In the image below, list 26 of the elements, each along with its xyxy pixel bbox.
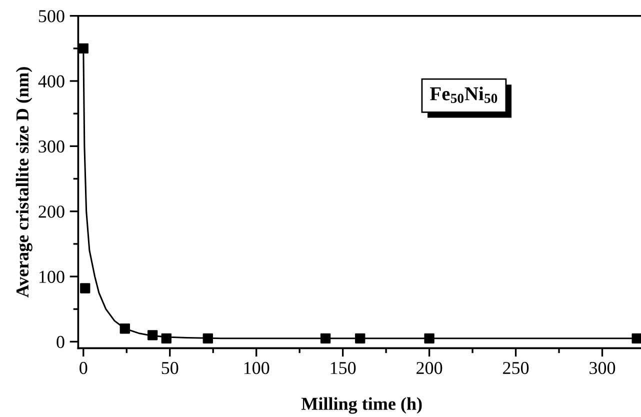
point xyxy=(80,283,90,294)
y-tick-label: 200 xyxy=(38,206,64,218)
point xyxy=(161,333,172,344)
x-axis-title: Milling time (h) xyxy=(301,397,422,414)
y-tick-label: 0 xyxy=(56,336,64,348)
y-tick-label: 500 xyxy=(38,10,64,22)
point xyxy=(202,333,214,344)
point xyxy=(355,333,366,344)
point xyxy=(120,324,130,334)
y-tick-label: 100 xyxy=(40,270,64,283)
x-tick-label: 50 xyxy=(162,362,178,374)
x-tick-label: 0 xyxy=(80,362,88,374)
point xyxy=(424,333,434,344)
point xyxy=(632,333,641,344)
annotation: Fe$_{50}$Ni$_{50}$ xyxy=(430,86,498,103)
point xyxy=(320,333,331,344)
y-tick-label: 400 xyxy=(38,75,64,88)
point xyxy=(147,330,158,340)
x-tick-label: 100 xyxy=(244,362,270,374)
point xyxy=(78,43,88,54)
x-tick-label: 300 xyxy=(590,362,616,374)
x-tick-label: 250 xyxy=(503,362,529,374)
x-tick-label: 150 xyxy=(330,362,356,374)
y-axis-title: Average cristallite size D (nm) xyxy=(16,67,32,298)
y-tick-label: 300 xyxy=(38,140,64,153)
x-tick-label: 200 xyxy=(416,362,442,374)
